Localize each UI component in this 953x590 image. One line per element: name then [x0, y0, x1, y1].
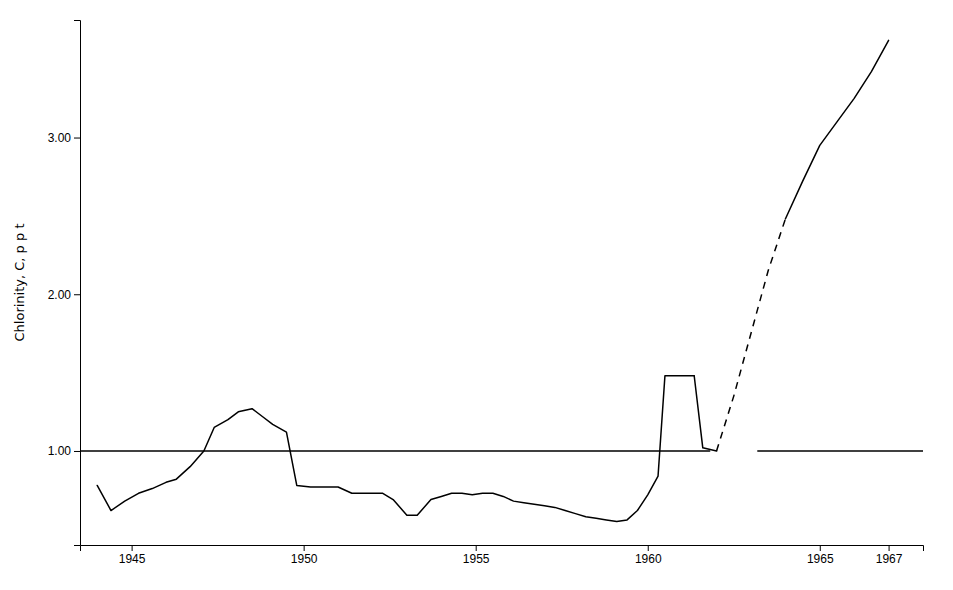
y-axis-tick: 1.00: [48, 444, 80, 458]
y-axis-tick: 3.00: [48, 131, 80, 145]
series-line: [717, 219, 786, 451]
y-axis-tick-mark: [74, 138, 80, 139]
x-axis-tick-mark: [304, 545, 305, 551]
series-line: [694, 376, 716, 451]
y-axis-tick: 2.00: [48, 288, 80, 302]
series-line: [785, 40, 888, 219]
series-line: [758, 450, 923, 452]
x-axis-tick-label: 1965: [807, 552, 834, 566]
x-axis-tick: 1945: [119, 545, 146, 566]
plot-area: [80, 40, 923, 521]
x-axis-tick: 1955: [463, 545, 490, 566]
x-axis-tick-mark: [820, 545, 821, 551]
x-axis-tick-mark: [476, 545, 477, 551]
x-axis-tick: 1967: [876, 545, 903, 566]
y-axis-title: Chlorinity, C, p p t: [12, 224, 27, 342]
x-axis-tick-mark: [889, 545, 890, 551]
x-axis-tick-label: 1967: [876, 552, 903, 566]
x-axis-tick: 1950: [291, 545, 318, 566]
x-axis-tick-mark: [648, 545, 649, 551]
chart-svg: 1945 1950 1955 1960 1965 1967 1.00 2.00 3.00 Chlo…: [0, 0, 953, 590]
series-line: [97, 376, 694, 522]
chart-container: 1945 1950 1955 1960 1965 1967 1.00 2.00 3.00 Chlo…: [0, 0, 953, 590]
x-axis-tick-mark: [132, 545, 133, 551]
y-axis: 1.00 2.00 3.00: [48, 21, 81, 546]
x-axis-tick: 1960: [635, 545, 662, 566]
y-axis-tick-mark: [74, 294, 80, 295]
y-axis-line: [74, 21, 81, 546]
x-axis-line: [81, 546, 924, 552]
y-axis-tick-label: 2.00: [48, 288, 72, 302]
x-axis-tick-label: 1960: [635, 552, 662, 566]
series-line: [80, 450, 710, 452]
y-axis-tick-label: 3.00: [48, 131, 72, 145]
x-axis-tick-label: 1950: [291, 552, 318, 566]
x-axis: 1945 1950 1955 1960 1965 1967: [81, 545, 924, 566]
x-axis-tick-label: 1945: [119, 552, 146, 566]
x-axis-tick-label: 1955: [463, 552, 490, 566]
y-axis-tick-label: 1.00: [48, 444, 72, 458]
x-axis-tick: 1965: [807, 545, 834, 566]
y-axis-tick-mark: [74, 451, 80, 452]
